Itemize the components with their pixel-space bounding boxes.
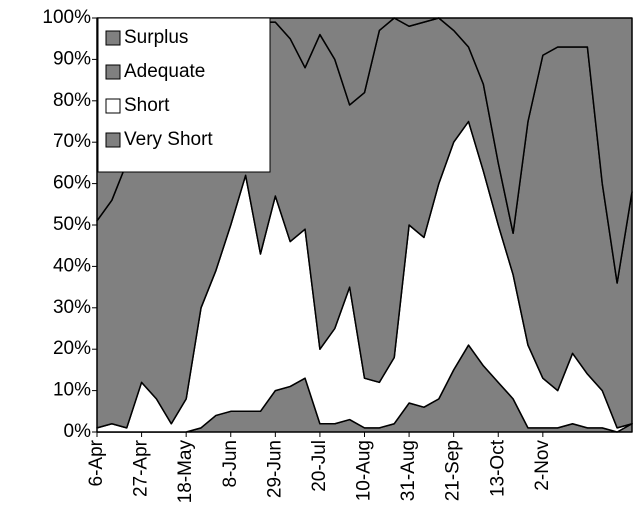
- y-tick-label: 60%: [53, 173, 91, 194]
- x-tick-label: 31-Aug: [398, 440, 419, 501]
- y-tick-label: 80%: [53, 90, 91, 111]
- y-tick-label: 20%: [53, 338, 91, 359]
- x-tick-label: 29-Jun: [264, 440, 285, 498]
- legend-label: Short: [124, 95, 170, 116]
- legend-swatch: [105, 30, 121, 46]
- y-tick-label: 0%: [64, 421, 92, 442]
- x-tick-label: 8-Jun: [220, 440, 241, 488]
- x-tick-label: 20-Jul: [309, 440, 330, 492]
- x-tick-label: 13-Oct: [487, 439, 508, 497]
- x-tick-label: 10-Aug: [354, 440, 375, 501]
- legend-box: [97, 17, 271, 173]
- legend-swatch: [105, 98, 121, 114]
- legend-label: Adequate: [124, 61, 205, 82]
- legend-swatch: [105, 64, 121, 80]
- x-tick-label: 2-Nov: [532, 440, 553, 491]
- legend-label: Surplus: [124, 27, 188, 48]
- legend-label: Very Short: [124, 129, 213, 150]
- x-tick-label: 27-Apr: [131, 439, 152, 497]
- x-tick-label: 21-Sep: [443, 440, 464, 501]
- y-tick-label: 10%: [53, 380, 91, 401]
- y-tick-label: 90%: [53, 48, 91, 69]
- x-tick-label: 18-May: [175, 440, 196, 504]
- y-tick-label: 100%: [42, 7, 91, 28]
- y-tick-label: 40%: [53, 255, 91, 276]
- y-tick-label: 50%: [53, 214, 91, 235]
- y-tick-label: 30%: [53, 297, 91, 318]
- x-tick-label: 6-Apr: [86, 439, 107, 486]
- legend-swatch: [105, 132, 121, 148]
- legend: Surplus Adequate Short Very Short: [97, 17, 271, 173]
- y-tick-label: 70%: [53, 131, 91, 152]
